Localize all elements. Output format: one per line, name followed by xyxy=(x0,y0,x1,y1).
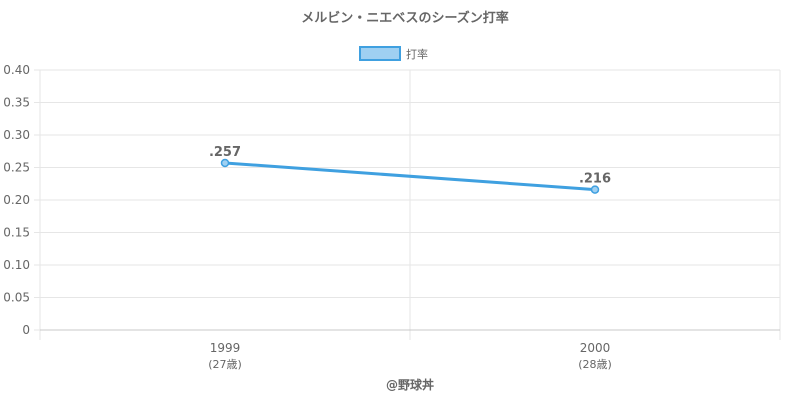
x-tick-sublabel: (28歳) xyxy=(578,358,612,371)
y-tick-label: 0.30 xyxy=(3,128,30,142)
y-tick-label: 0.40 xyxy=(3,63,30,77)
legend-swatch xyxy=(359,46,401,61)
y-tick-label: 0.35 xyxy=(3,96,30,110)
footer-credit: @野球丼 xyxy=(386,377,434,392)
chart-title: メルビン・ニエベスのシーズン打率 xyxy=(301,10,509,26)
y-tick-label: 0.25 xyxy=(3,161,30,175)
y-tick-label: 0.10 xyxy=(3,258,30,272)
series-line xyxy=(224,161,596,192)
y-tick-label: 0 xyxy=(22,323,30,337)
legend[interactable]: 打率 xyxy=(359,46,428,61)
legend-label: 打率 xyxy=(406,47,428,61)
series-lines xyxy=(220,158,600,194)
data-point[interactable] xyxy=(590,185,600,194)
y-tick-label: 0.20 xyxy=(3,193,30,207)
data-label: .257 xyxy=(209,145,241,160)
data-point[interactable] xyxy=(220,158,230,168)
axes: 0 0.05 0.10 0.15 0.20 0.25 0.30 0.35 0.40 1999 (27… xyxy=(3,63,780,371)
y-tick-label: 0.05 xyxy=(3,291,30,305)
x-tick-sublabel: (27歳) xyxy=(208,358,242,371)
y-tick-label: 0.15 xyxy=(3,226,30,240)
data-labels: .257 .216 xyxy=(209,145,611,187)
x-tick-label: 2000 xyxy=(580,341,611,355)
grid xyxy=(39,69,781,340)
data-label: .216 xyxy=(579,172,611,187)
x-tick-label: 1999 xyxy=(210,341,241,355)
